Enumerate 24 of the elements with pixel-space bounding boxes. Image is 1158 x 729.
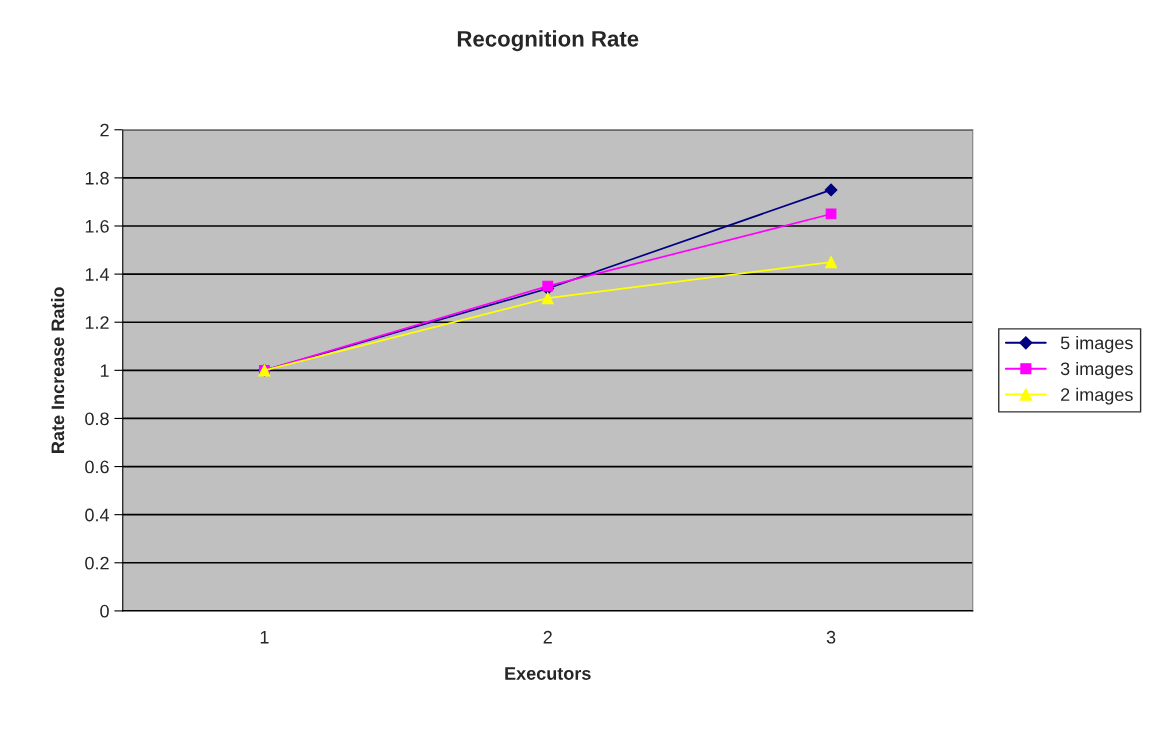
y-tick-label: 1.2 — [85, 316, 109, 329]
point — [824, 255, 838, 269]
y-tick-label: 2 — [100, 123, 109, 137]
y-tick-label: 0.4 — [85, 508, 110, 522]
x-axis-title: Executors — [505, 667, 591, 680]
x-tick-label: 1 — [260, 631, 269, 644]
y-tick-label: 1.6 — [85, 219, 109, 233]
x-tick-label: 2 — [543, 630, 552, 644]
point — [824, 183, 838, 197]
y-axis-title: Rate Increase Ratio — [50, 287, 65, 453]
point — [541, 292, 554, 305]
point — [542, 280, 554, 292]
y-tick-label: 1 — [100, 364, 109, 377]
y-tick-label: 0.8 — [85, 412, 109, 426]
y-tick-label: 0.2 — [85, 556, 109, 570]
legend-label: 3 images — [1060, 361, 1133, 379]
y-tick-label: 1.4 — [85, 268, 110, 281]
y-tick-label: 1.8 — [85, 171, 109, 185]
legend-label: 5 images — [1060, 336, 1133, 353]
chart-title: Recognition Rate — [457, 30, 639, 52]
y-tick-label: 0 — [100, 604, 109, 618]
legend-label: 2 images — [1061, 387, 1133, 405]
y-tick-label: 0.6 — [85, 460, 109, 474]
x-tick-label: 3 — [826, 630, 836, 644]
